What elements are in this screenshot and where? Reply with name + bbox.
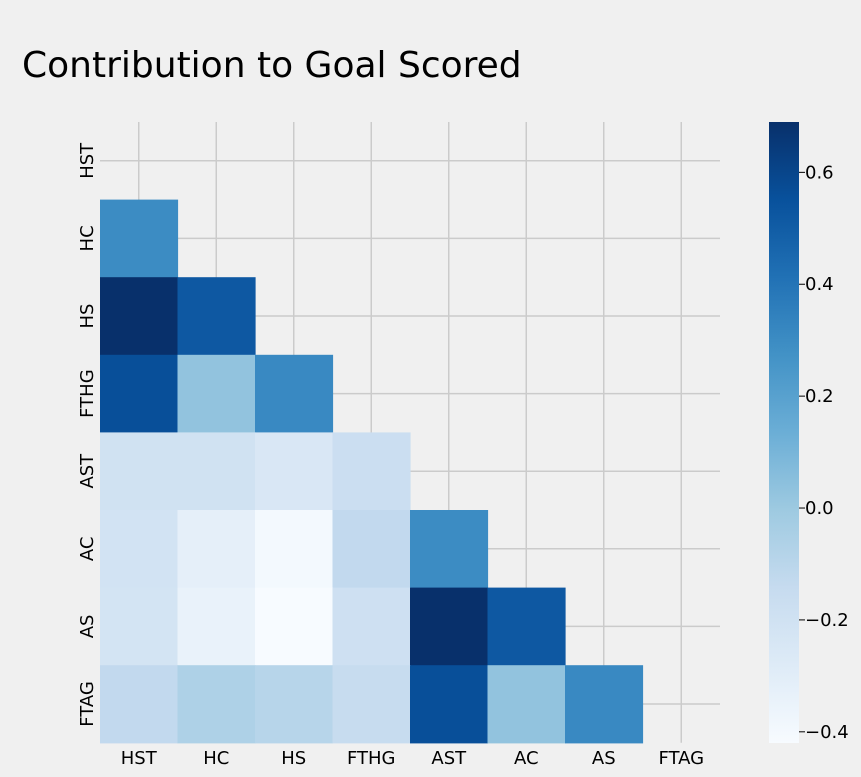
colorbar: 0.6 0.4 0.2 0.0 −0.2 −0.4 bbox=[769, 122, 849, 743]
colorbar-ticks: 0.6 0.4 0.2 0.0 −0.2 −0.4 bbox=[799, 162, 849, 743]
x-tick-label: AST bbox=[431, 748, 467, 769]
heatmap-cell bbox=[255, 432, 334, 511]
y-tick-label: AST bbox=[77, 453, 98, 489]
y-tick-labels: HST HC HS FTHG AST AC AS FTAG bbox=[77, 142, 98, 727]
colorbar-tick-label: 0.6 bbox=[805, 162, 834, 183]
colorbar-tick-label: 0.4 bbox=[805, 274, 834, 295]
y-tick-label: FTAG bbox=[77, 681, 98, 727]
x-tick-labels: HST HC HS FTHG AST AC AS FTAG bbox=[121, 748, 704, 769]
y-tick-label: AC bbox=[77, 537, 98, 562]
x-tick-label: AC bbox=[514, 748, 539, 769]
heatmap-cell bbox=[487, 665, 566, 744]
heatmap-cell bbox=[100, 587, 179, 666]
heatmap-cell bbox=[332, 510, 411, 589]
heatmap-cell bbox=[177, 432, 256, 511]
heatmap-cells bbox=[100, 199, 644, 744]
x-tick-label: AS bbox=[592, 748, 616, 769]
heatmap-cell bbox=[100, 199, 179, 278]
heatmap-cell bbox=[255, 665, 334, 744]
x-tick-label: HC bbox=[203, 748, 229, 769]
x-tick-label: FTHG bbox=[347, 748, 396, 769]
heatmap-cell bbox=[177, 354, 256, 433]
heatmap-cell bbox=[332, 587, 411, 666]
heatmap-cell bbox=[255, 510, 334, 589]
colorbar-gradient bbox=[769, 122, 799, 743]
heatmap-cell bbox=[100, 432, 179, 511]
y-tick-label: AS bbox=[77, 615, 98, 639]
heatmap-cell bbox=[487, 587, 566, 666]
x-tick-label: HST bbox=[121, 748, 158, 769]
x-tick-label: FTAG bbox=[658, 748, 704, 769]
heatmap-cell bbox=[255, 587, 334, 666]
x-tick-label: HS bbox=[281, 748, 306, 769]
heatmap-cell bbox=[410, 665, 489, 744]
heatmap-cell bbox=[565, 665, 644, 744]
heatmap-cell bbox=[332, 665, 411, 744]
y-tick-label: FTHG bbox=[77, 369, 98, 418]
heatmap-cell bbox=[410, 587, 489, 666]
heatmap-cell bbox=[100, 354, 179, 433]
chart-title: Contribution to Goal Scored bbox=[22, 45, 522, 86]
y-tick-label: HC bbox=[77, 225, 98, 251]
heatmap-cell bbox=[100, 665, 179, 744]
colorbar-tick-label: −0.4 bbox=[805, 722, 849, 743]
heatmap-cell bbox=[177, 277, 256, 356]
y-tick-label: HST bbox=[77, 142, 98, 179]
colorbar-tick-label: 0.2 bbox=[805, 386, 834, 407]
heatmap-cell bbox=[332, 432, 411, 511]
heatmap-cell bbox=[410, 510, 489, 589]
colorbar-tick-label: −0.2 bbox=[805, 610, 849, 631]
heatmap-cell bbox=[100, 510, 179, 589]
heatmap-cell bbox=[177, 587, 256, 666]
heatmap-cell bbox=[177, 665, 256, 744]
y-tick-label: HS bbox=[77, 304, 98, 329]
colorbar-tick-label: 0.0 bbox=[805, 498, 834, 519]
heatmap-cell bbox=[177, 510, 256, 589]
heatmap-cell bbox=[100, 277, 179, 356]
heatmap-cell bbox=[255, 354, 334, 433]
